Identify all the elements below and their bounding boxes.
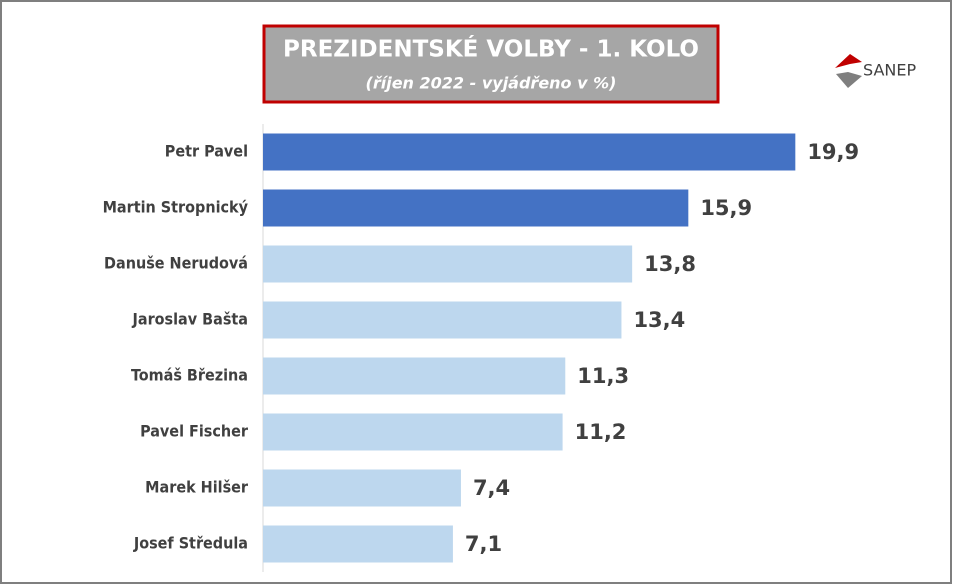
category-label: Petr Pavel bbox=[165, 142, 248, 161]
value-label: 7,1 bbox=[465, 532, 502, 556]
logo-icon bbox=[835, 54, 862, 68]
bar bbox=[263, 357, 566, 395]
bar bbox=[263, 189, 689, 227]
value-label: 19,9 bbox=[807, 140, 859, 164]
value-label: 11,3 bbox=[577, 364, 629, 388]
category-label: Danuše Nerudová bbox=[104, 254, 248, 273]
value-label: 15,9 bbox=[700, 196, 752, 220]
category-label: Martin Stropnický bbox=[103, 198, 249, 217]
category-label: Jaroslav Bašta bbox=[132, 310, 249, 329]
logo-icon bbox=[836, 72, 862, 88]
category-label: Pavel Fischer bbox=[140, 422, 249, 441]
value-label: 11,2 bbox=[575, 420, 627, 444]
chart-subtitle: (říjen 2022 - vyjádřeno v %) bbox=[366, 74, 617, 93]
logo-text: SANEP bbox=[863, 61, 916, 80]
value-label: 7,4 bbox=[473, 476, 510, 500]
bar bbox=[263, 133, 796, 171]
bar bbox=[263, 525, 453, 563]
logo: SANEP bbox=[835, 54, 916, 88]
bar bbox=[263, 245, 633, 283]
bar bbox=[263, 469, 461, 507]
bar bbox=[263, 413, 563, 451]
category-label: Josef Středula bbox=[133, 534, 248, 553]
category-label: Tomáš Březina bbox=[131, 366, 248, 385]
bar bbox=[263, 301, 622, 339]
value-label: 13,4 bbox=[633, 308, 685, 332]
value-label: 13,8 bbox=[644, 252, 696, 276]
category-label: Marek Hilšer bbox=[145, 478, 249, 497]
chart-title: PREZIDENTSKÉ VOLBY - 1. KOLO bbox=[283, 35, 699, 63]
title-box bbox=[262, 24, 720, 104]
